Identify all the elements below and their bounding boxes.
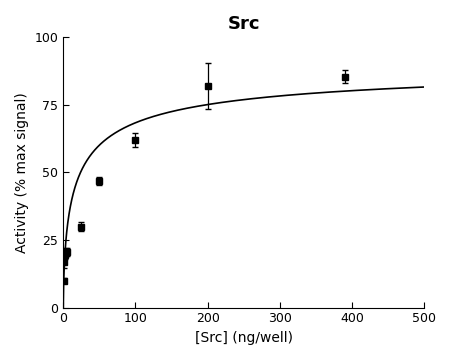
- X-axis label: [Src] (ng/well): [Src] (ng/well): [195, 331, 293, 345]
- Title: Src: Src: [227, 15, 260, 33]
- Y-axis label: Activity (% max signal): Activity (% max signal): [15, 92, 29, 253]
